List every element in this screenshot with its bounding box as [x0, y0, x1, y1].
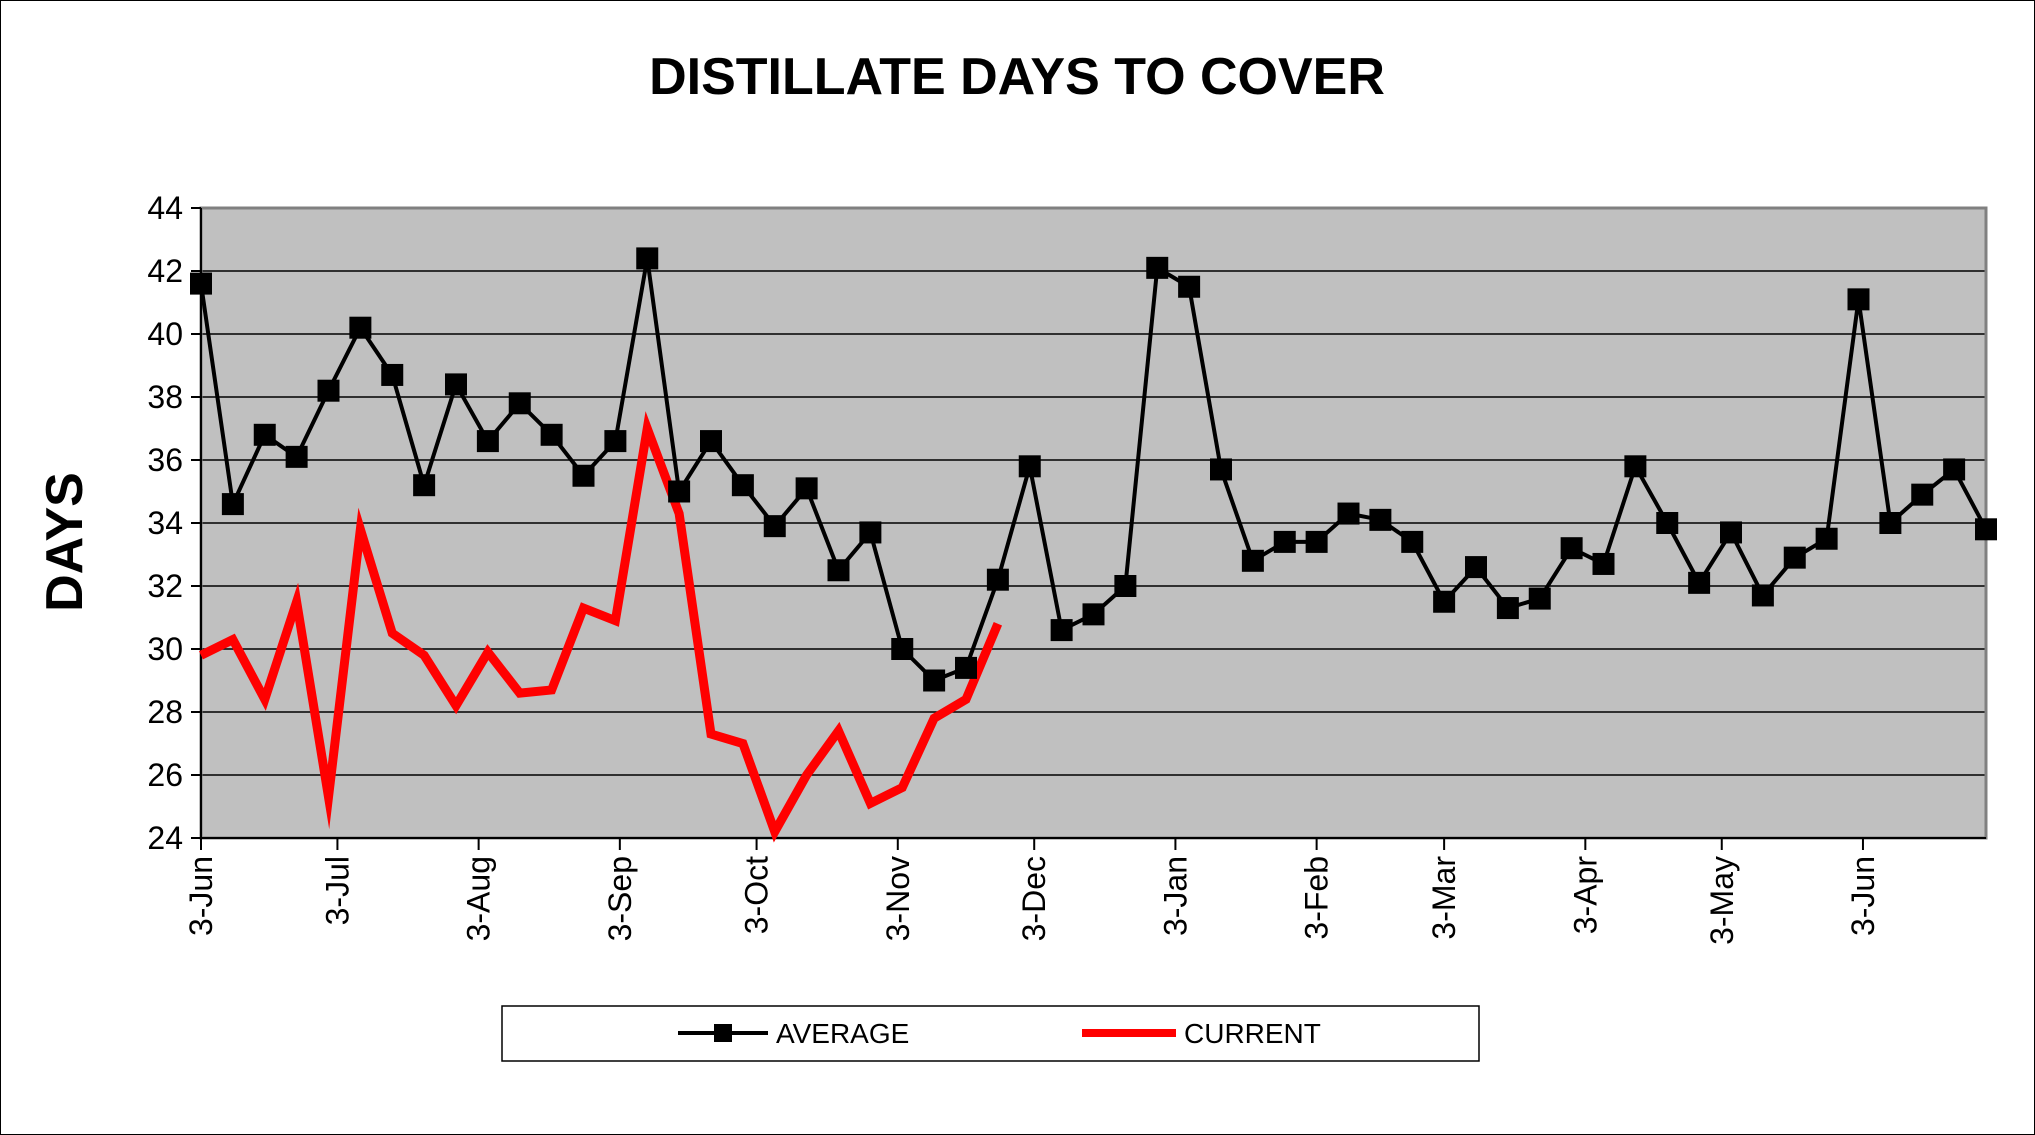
average-marker	[1369, 508, 1392, 531]
x-tick-label: 3-Jun	[183, 856, 219, 936]
average-marker	[668, 480, 691, 503]
average-marker	[731, 474, 754, 497]
average-marker	[221, 493, 244, 516]
average-marker	[1082, 603, 1105, 626]
x-ticks: 3-Jun 3-Jul 3-Aug 3-Sep 3-Oct 3-Nov 3-Dec 3-Jan…	[183, 838, 1881, 945]
average-marker	[285, 445, 308, 468]
average-marker	[827, 559, 850, 582]
x-tick-label: 3-Oct	[739, 856, 775, 934]
average-marker	[700, 430, 722, 453]
average-marker	[1943, 458, 1966, 481]
y-tick-label: 34	[147, 505, 183, 541]
average-marker	[986, 568, 1009, 591]
average-marker	[1178, 275, 1201, 298]
average-marker	[1783, 546, 1806, 569]
average-marker	[1146, 256, 1169, 279]
x-tick-label: 3-Apr	[1567, 856, 1603, 935]
average-marker	[1560, 537, 1583, 560]
y-tick-label: 26	[147, 757, 183, 793]
average-marker	[349, 316, 372, 339]
average-marker	[604, 430, 627, 453]
average-marker	[1624, 455, 1647, 478]
average-marker	[445, 373, 467, 396]
average-marker	[1879, 512, 1902, 534]
average-marker	[1050, 619, 1073, 642]
x-tick-label: 3-Sep	[602, 856, 638, 941]
x-tick-label: 3-Aug	[461, 856, 497, 941]
average-marker	[1241, 549, 1264, 572]
current-line	[199, 411, 1003, 843]
y-tick-label: 30	[147, 631, 183, 667]
average-marker	[1815, 527, 1838, 550]
y-ticks: 24 26 28 30 32 34 36 38 40 42 44	[147, 190, 201, 856]
x-tick-label: 3-Feb	[1299, 856, 1335, 940]
average-marker	[476, 430, 499, 453]
average-marker	[413, 474, 436, 497]
x-tick-label: 3-Jan	[1157, 856, 1193, 936]
series-current	[199, 411, 1003, 843]
average-marker	[1720, 521, 1742, 544]
average-marker	[1273, 530, 1296, 553]
y-tick-label: 38	[147, 379, 183, 415]
average-marker	[859, 521, 882, 544]
average-marker	[1210, 458, 1232, 481]
average-marker	[795, 477, 818, 500]
average-marker	[190, 272, 212, 295]
average-marker	[1114, 575, 1137, 597]
x-tick-label: 3-Jul	[319, 856, 355, 925]
y-tick-label: 24	[147, 820, 183, 856]
chart-title: DISTILLATE DAYS TO COVER	[649, 48, 1385, 106]
legend-current-label: CURRENT	[1184, 1018, 1321, 1049]
average-marker	[1337, 502, 1360, 525]
average-marker	[636, 247, 659, 270]
average-marker	[1847, 288, 1870, 311]
average-marker	[955, 656, 977, 679]
average-marker	[1592, 552, 1615, 575]
average-marker	[253, 423, 276, 446]
average-marker	[891, 638, 914, 660]
average-marker	[1465, 556, 1487, 579]
average-marker	[381, 363, 404, 386]
average-marker	[1975, 518, 1997, 541]
average-marker	[1433, 590, 1456, 613]
x-tick-label: 3-May	[1704, 856, 1740, 945]
series-average	[190, 247, 1997, 692]
average-marker	[1528, 587, 1551, 610]
legend-box	[501, 1005, 1480, 1062]
x-tick-label: 3-Nov	[880, 856, 916, 941]
average-marker	[1911, 483, 1934, 506]
y-axis-label: DAYS	[36, 472, 94, 612]
y-tick-label: 36	[147, 442, 183, 478]
average-marker	[1496, 597, 1519, 620]
average-marker	[572, 464, 595, 487]
y-tick-label: 42	[147, 253, 183, 289]
average-marker	[317, 379, 340, 402]
average-marker	[1018, 455, 1041, 478]
average-marker	[1656, 512, 1679, 534]
average-marker	[763, 515, 786, 538]
average-marker	[1401, 530, 1424, 553]
x-tick-label: 3-Dec	[1016, 856, 1052, 941]
y-tick-label: 44	[147, 190, 183, 226]
legend: AVERAGE CURRENT	[501, 1005, 1480, 1062]
y-tick-label: 28	[147, 694, 183, 730]
average-marker	[540, 423, 563, 446]
x-tick-label: 3-Jun	[1845, 856, 1881, 936]
average-marker	[1751, 584, 1774, 607]
average-marker	[508, 392, 531, 415]
y-tick-label: 32	[147, 568, 183, 604]
average-marker	[923, 669, 946, 692]
average-marker	[1688, 571, 1711, 594]
legend-average-label: AVERAGE	[776, 1018, 909, 1049]
legend-average-marker	[714, 1024, 732, 1042]
x-tick-label: 3-Mar	[1426, 856, 1462, 940]
average-marker	[1305, 530, 1328, 553]
y-tick-label: 40	[147, 316, 183, 352]
